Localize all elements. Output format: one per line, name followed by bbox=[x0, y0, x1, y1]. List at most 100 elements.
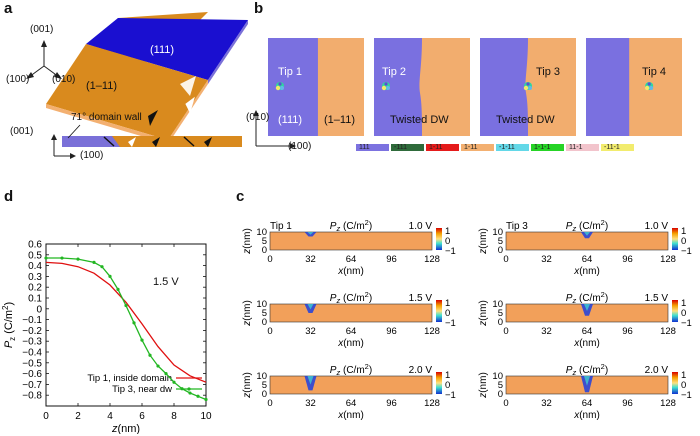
series-2-point bbox=[188, 391, 192, 395]
y-tick-label: −0.4 bbox=[22, 348, 42, 359]
domain-tile-2 bbox=[374, 38, 470, 136]
map-x-tick-label: 32 bbox=[541, 326, 552, 337]
series-2-point bbox=[164, 372, 168, 376]
map-x-tick-label: 128 bbox=[424, 326, 440, 337]
map-y-tick-label: 5 bbox=[498, 308, 503, 319]
panel-b-axis-010: (010) bbox=[246, 112, 270, 123]
map-y-tick-label: 5 bbox=[262, 236, 267, 247]
legend-swatch-8 bbox=[601, 144, 634, 151]
y-tick-label: 0.1 bbox=[28, 294, 42, 305]
colorbar-tick-label: 0 bbox=[445, 308, 450, 319]
series-2-point bbox=[116, 287, 120, 291]
colorbar-tick-label: −1 bbox=[681, 246, 692, 257]
legend-swatch-2 bbox=[391, 144, 424, 151]
colorbar-tick-label: 0 bbox=[681, 236, 686, 247]
map-y-axis-label: z(nm) bbox=[242, 300, 253, 327]
series-2-point bbox=[172, 380, 176, 384]
map-voltage-label: 1.5 V bbox=[645, 293, 669, 304]
legend-swatch-1 bbox=[356, 144, 389, 151]
map-x-tick-label: 32 bbox=[305, 398, 316, 409]
side-axis-100-label: (100) bbox=[80, 150, 104, 161]
map-voltage-label: 2.0 V bbox=[409, 365, 433, 376]
legend-swatch-3 bbox=[426, 144, 459, 151]
panel-b-axis-100: (100) bbox=[288, 141, 312, 152]
tile-3-tip-label: Tip 3 bbox=[536, 66, 561, 78]
axes-triad bbox=[28, 44, 60, 78]
map-y-tick-label: 10 bbox=[256, 227, 267, 238]
y-tick-label: −0.1 bbox=[22, 315, 42, 326]
panel-c-label: c bbox=[236, 188, 245, 205]
colorbar-tick-label: 0 bbox=[681, 308, 686, 319]
series-2-point bbox=[44, 256, 48, 260]
y-tick-label: −0.6 bbox=[22, 369, 42, 380]
series-2-point bbox=[100, 265, 104, 269]
map-y-tick-label: 10 bbox=[492, 227, 503, 238]
map-y-tick-label: 5 bbox=[262, 308, 267, 319]
colorbar-tick-label: −1 bbox=[445, 318, 456, 329]
legend-label-4: 1-11 bbox=[464, 144, 478, 151]
domain-tile-3 bbox=[480, 38, 576, 136]
y-axis-label: Pz (C/m2) bbox=[1, 302, 17, 348]
map-title: Pz (C/m2) bbox=[566, 290, 608, 305]
legend-label-7: 11-1 bbox=[569, 144, 583, 151]
map-y-tick-label: 0 bbox=[262, 389, 267, 400]
colorbar-tick-label: −1 bbox=[445, 390, 456, 401]
tile-3-caption: Twisted DW bbox=[496, 114, 555, 126]
map-x-tick-label: 96 bbox=[622, 398, 633, 409]
colorbar-tick-label: −1 bbox=[681, 390, 692, 401]
tile-1-tip-label: Tip 1 bbox=[278, 66, 303, 78]
panel-a-figure bbox=[26, 12, 248, 159]
map-x-axis-label: x(nm) bbox=[337, 338, 364, 349]
tip-marker-black bbox=[148, 110, 158, 126]
map-x-axis-label: x(nm) bbox=[573, 266, 600, 277]
legend-label-1: 111 bbox=[359, 144, 370, 151]
legend-entry-2: Tip 3, near dw bbox=[112, 384, 172, 395]
colorbar-tick-label: 1 bbox=[681, 370, 686, 381]
map-x-tick-label: 0 bbox=[503, 326, 508, 337]
map-x-tick-label: 64 bbox=[582, 398, 593, 409]
series-2-point bbox=[156, 364, 160, 368]
map-y-tick-label: 0 bbox=[498, 389, 503, 400]
map-x-axis-label: x(nm) bbox=[573, 338, 600, 349]
map-x-tick-label: 96 bbox=[386, 326, 397, 337]
y-tick-label: −0.7 bbox=[22, 380, 42, 391]
map-x-tick-label: 0 bbox=[267, 398, 272, 409]
map-x-tick-label: 128 bbox=[660, 326, 676, 337]
map-y-tick-label: 0 bbox=[262, 245, 267, 256]
map-x-tick-label: 96 bbox=[622, 326, 633, 337]
tile-1-left-domain: (111) bbox=[278, 114, 303, 126]
colorbar-tick-label: 0 bbox=[445, 236, 450, 247]
map-colorbar bbox=[672, 228, 678, 250]
legend-label-2: -111 bbox=[394, 144, 407, 151]
panel-b-label: b bbox=[254, 0, 264, 17]
domain-tile-1 bbox=[268, 38, 364, 136]
map-y-axis-label: z(nm) bbox=[242, 372, 253, 399]
map-x-tick-label: 128 bbox=[660, 254, 676, 265]
colorbar-tick-label: 0 bbox=[445, 380, 450, 391]
domain-111-label: (111) bbox=[150, 44, 175, 56]
y-tick-label: −0.8 bbox=[22, 391, 42, 402]
y-tick-label: −0.2 bbox=[22, 326, 42, 337]
x-tick-label: 2 bbox=[75, 411, 81, 422]
map-x-axis-label: x(nm) bbox=[573, 410, 600, 421]
x-tick-label: 0 bbox=[43, 411, 49, 422]
map-title: Pz (C/m2) bbox=[566, 218, 608, 233]
map-title: Pz (C/m2) bbox=[330, 290, 372, 305]
map-y-tick-label: 5 bbox=[262, 380, 267, 391]
map-voltage-label: 1.0 V bbox=[409, 221, 433, 232]
map-x-tick-label: 64 bbox=[346, 326, 357, 337]
x-axis-label: z(nm) bbox=[111, 423, 140, 434]
legend-label-6: 1-1-1 bbox=[534, 144, 551, 151]
map-voltage-label: 1.5 V bbox=[409, 293, 433, 304]
series-2-point bbox=[204, 397, 208, 402]
series-2-point bbox=[76, 257, 80, 261]
y-tick-label: 0.4 bbox=[28, 261, 42, 272]
domain-wall-caption: 71° domain wall bbox=[71, 112, 142, 123]
colorbar-tick-label: 1 bbox=[445, 226, 450, 237]
y-tick-label: 0.6 bbox=[28, 240, 42, 251]
colorbar-tick-label: 1 bbox=[445, 370, 450, 381]
